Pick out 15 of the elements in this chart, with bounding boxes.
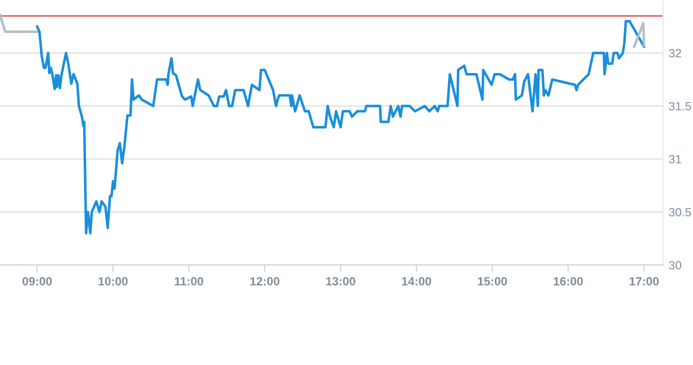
y-tick-label: 30 (669, 261, 682, 270)
y-tick-label: 30.5 (669, 208, 692, 216)
x-tick-label: 17:00 (630, 277, 659, 286)
x-tick-label: 16:00 (554, 277, 583, 286)
x-tick-label: 10:00 (98, 277, 128, 286)
x-tick-label: 14:00 (402, 277, 432, 286)
y-tick-label: 31 (669, 155, 682, 164)
x-tick-label: 15:00 (478, 277, 507, 286)
x-tick-label: 12:00 (250, 277, 280, 286)
line-series (36, 20, 646, 234)
x-tick-label: 13:00 (326, 277, 356, 286)
y-tick-label: 31.5 (669, 102, 692, 110)
y-tick-label: 32 (669, 49, 682, 58)
x-tick-label: 11:00 (174, 277, 204, 286)
x-tick-label: 09:00 (22, 277, 52, 286)
